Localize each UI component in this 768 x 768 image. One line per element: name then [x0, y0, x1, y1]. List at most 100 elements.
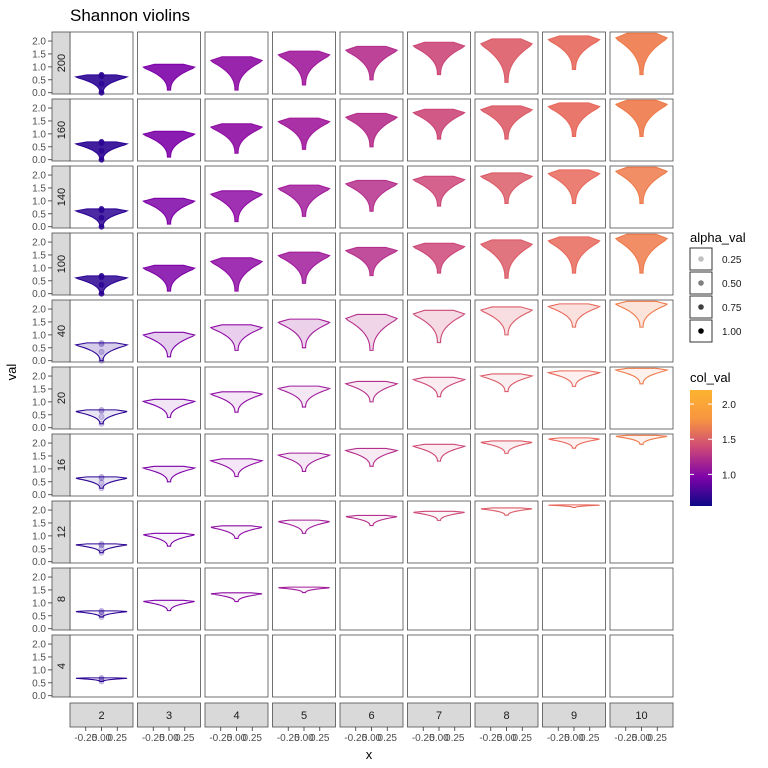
violin-12-3 [143, 532, 195, 547]
facet-panel-12-5 [272, 500, 336, 564]
facet-panel-20-3 [137, 366, 201, 430]
row-strip-8 [51, 567, 71, 631]
violin-16-6 [344, 447, 399, 467]
y-tick-label: 0.5 [32, 544, 46, 555]
violin-point [98, 341, 105, 348]
row-strip-16 [51, 433, 71, 497]
y-tick-label: 0.0 [32, 356, 46, 367]
column-strip-label: 9 [571, 710, 577, 722]
row-strip-label: 8 [56, 596, 68, 602]
row-strip-label: 140 [56, 188, 68, 206]
legend-alpha-label: 0.50 [722, 279, 742, 290]
facet-panel-16-5 [272, 433, 336, 497]
violin-40-6 [344, 313, 399, 351]
violin-point [98, 406, 105, 413]
violin-100-8 [479, 239, 534, 279]
violin-140-10 [614, 166, 669, 205]
x-tick-label: 0.25 [513, 733, 533, 744]
legend-alpha-key [689, 247, 713, 271]
facet-panel-20-6 [339, 366, 404, 430]
y-tick-label: 0.0 [32, 155, 46, 166]
facet-panel-8-6 [339, 567, 404, 631]
y-tick-label: 1.5 [32, 49, 46, 60]
facet-panel-160-6 [339, 98, 404, 162]
violin-12-8 [480, 507, 533, 516]
y-tick-label: 1.5 [32, 384, 46, 395]
facet-panel-4-9 [542, 634, 606, 698]
x-tick-label: 0.00 [294, 733, 314, 744]
y-tick-label: 1.5 [32, 451, 46, 462]
legend-alpha-dot [698, 328, 704, 334]
violin-40-3 [142, 331, 196, 358]
facet-panel-8-7 [407, 567, 471, 631]
violin-140-5 [277, 184, 331, 217]
y-tick-label: 1.5 [32, 652, 46, 663]
violin-16-5 [276, 452, 332, 473]
violin-40-9 [546, 303, 602, 328]
y-tick-label: 0.0 [32, 557, 46, 568]
violin-200-7 [412, 41, 466, 76]
violin-point [98, 607, 105, 614]
violin-100-4 [209, 257, 264, 292]
violin-point [98, 290, 105, 297]
facet-panel-16-7 [407, 433, 471, 497]
y-tick-label: 0.0 [32, 222, 46, 233]
x-tick-label: 0.25 [175, 733, 195, 744]
violin-200-4 [209, 56, 264, 91]
violin-12-4 [210, 525, 263, 540]
row-strips: 200 160 140 100 40 20 16 12 8 4 [51, 31, 71, 698]
column-strip-10 [609, 702, 674, 728]
violin-16-9 [548, 437, 600, 449]
facet-panel-4-5 [272, 634, 336, 698]
y-tick-label: 2.0 [32, 372, 46, 383]
violin-point [98, 611, 105, 617]
column-strip-label: 2 [98, 710, 104, 722]
violin-200-6 [344, 45, 399, 81]
y-tick-label: 1.0 [32, 263, 46, 274]
row-strip-label: 12 [56, 526, 68, 538]
violin-200-8 [480, 38, 533, 83]
y-tick-label: 1.0 [32, 397, 46, 408]
facet-panel-16-4 [204, 433, 269, 497]
y-tick-label: 1.0 [32, 665, 46, 676]
legend-color-label: 1.5 [722, 435, 736, 446]
violin-100-9 [547, 236, 601, 274]
y-tick-label: 2.0 [32, 37, 46, 48]
x-tick-label: 0.25 [445, 733, 465, 744]
column-strip-label: 8 [503, 710, 509, 722]
row-strip-label: 16 [56, 459, 68, 471]
column-strip-8 [474, 702, 539, 728]
facet-panel-20-7 [407, 366, 471, 430]
violin-12-9 [548, 504, 600, 509]
y-tick-label: 0.0 [32, 624, 46, 635]
violin-8-5 [278, 586, 330, 594]
x-tick-label: 0.00 [497, 733, 517, 744]
legend-alpha-dot [698, 256, 704, 262]
facet-panel-8-3 [137, 567, 201, 631]
x-tick-label: -0.25 [412, 733, 435, 744]
violin-140-4 [209, 190, 264, 223]
legend-alpha: alpha_val 0.25 0.50 0.75 1.00 [689, 230, 746, 343]
violin-point [98, 676, 105, 683]
facet-panel-20-4 [204, 366, 269, 430]
violin-20-5 [276, 385, 332, 408]
violin-point [98, 205, 105, 212]
violin-point [98, 413, 105, 420]
y-tick-label: 1.5 [32, 317, 46, 328]
column-strip-5 [272, 702, 336, 728]
violin-40-5 [277, 318, 331, 349]
facet-panel-16-8 [474, 433, 539, 497]
x-tick-label: -0.25 [479, 733, 502, 744]
facet-panel-4-4 [204, 634, 269, 698]
x-axes: -0.250.000.25 -0.250.000.25 -0.250.000.25-… [74, 727, 667, 744]
facet-panel-12-6 [339, 500, 404, 564]
x-tick-label: -0.25 [344, 733, 367, 744]
violin-200-3 [142, 63, 196, 91]
x-tick-label: -0.25 [209, 733, 232, 744]
violin-12-6 [345, 514, 398, 527]
x-tick-label: 0.25 [310, 733, 330, 744]
y-tick-label: 1.0 [32, 598, 46, 609]
violin-200-10 [614, 32, 669, 76]
x-tick-label: 0.00 [227, 733, 247, 744]
x-tick-label: -0.25 [614, 733, 637, 744]
